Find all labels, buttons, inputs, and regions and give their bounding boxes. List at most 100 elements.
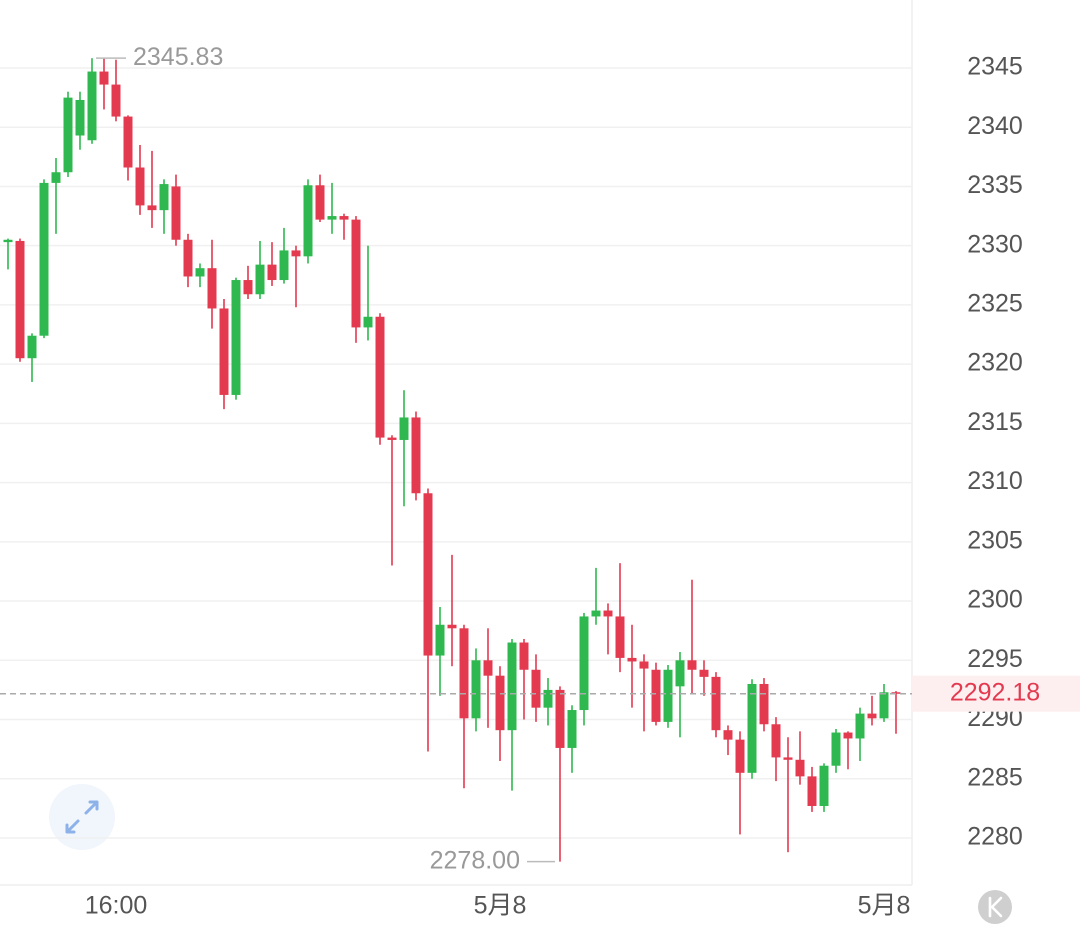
expand-button[interactable] xyxy=(49,784,115,850)
candle-body xyxy=(171,186,181,240)
candle-body xyxy=(651,669,661,722)
min-label: 2278.00 xyxy=(430,846,520,874)
candle-body xyxy=(159,184,169,211)
y-tick-label: 2285 xyxy=(967,763,1023,791)
candle-body xyxy=(735,739,745,773)
candle-body xyxy=(399,417,409,440)
candle-body xyxy=(879,692,889,719)
candle-body xyxy=(723,730,733,740)
candle-body xyxy=(219,308,229,395)
candle-body xyxy=(363,316,373,328)
y-tick-label: 2315 xyxy=(967,408,1023,436)
candle-body xyxy=(243,280,253,295)
candle-body xyxy=(483,660,493,676)
candle-body xyxy=(207,268,217,309)
candle-body xyxy=(783,757,793,760)
kline-button[interactable] xyxy=(978,890,1012,924)
y-tick-label: 2300 xyxy=(967,586,1023,614)
candle-body xyxy=(795,759,805,777)
candle-body xyxy=(603,610,613,617)
x-tick-label: 5月8 xyxy=(858,892,911,920)
candle-body xyxy=(495,675,505,731)
candle-body xyxy=(627,657,637,662)
candle-body xyxy=(255,264,265,295)
candle-body xyxy=(39,182,49,336)
candle-body xyxy=(123,116,133,168)
last-price-label: 2292.18 xyxy=(950,678,1040,706)
candle-body xyxy=(543,689,553,708)
candle-body xyxy=(303,185,313,257)
candle-body xyxy=(663,669,673,722)
candle-body xyxy=(291,250,301,257)
max-label: 2345.83 xyxy=(133,43,223,71)
x-tick-label: 5月8 xyxy=(474,892,527,920)
candle-body xyxy=(279,250,289,281)
candle-body xyxy=(531,669,541,708)
y-tick-label: 2330 xyxy=(967,230,1023,258)
candle-body xyxy=(327,216,337,220)
candle-body xyxy=(195,268,205,277)
candle-body xyxy=(231,280,241,395)
y-tick-label: 2325 xyxy=(967,290,1023,318)
candle-body xyxy=(423,493,433,656)
candle-body xyxy=(351,219,361,328)
candle-body xyxy=(75,99,85,136)
kline-button-bg[interactable] xyxy=(978,890,1012,924)
y-tick-label: 2345 xyxy=(967,53,1023,81)
candle-body xyxy=(855,713,865,739)
candle-body xyxy=(147,205,157,211)
candle-body xyxy=(567,710,577,748)
candle-body xyxy=(759,683,769,725)
x-tick-label: 16:00 xyxy=(85,892,148,920)
y-tick-label: 2305 xyxy=(967,526,1023,554)
candle-body xyxy=(111,84,121,117)
y-tick-label: 2320 xyxy=(967,349,1023,377)
kline-icon xyxy=(988,896,1003,918)
candle-body xyxy=(687,660,697,670)
candle-body xyxy=(387,437,397,440)
y-tick-label: 2295 xyxy=(967,645,1023,673)
candle-body xyxy=(711,676,721,731)
candle-body xyxy=(555,689,565,748)
candle-body xyxy=(675,660,685,687)
candle-body xyxy=(375,316,385,438)
candle-body xyxy=(807,776,817,806)
y-tick-label: 2310 xyxy=(967,467,1023,495)
candle-body xyxy=(15,240,25,359)
candle-body xyxy=(3,239,13,243)
candle-body xyxy=(639,661,649,669)
candle-body xyxy=(507,642,517,731)
candle-body xyxy=(471,660,481,719)
last-price-bg xyxy=(912,675,1080,712)
candle-body xyxy=(615,616,625,658)
candle-body xyxy=(843,732,853,739)
candle-body xyxy=(519,642,529,670)
candle-body xyxy=(51,172,61,183)
candle-body xyxy=(831,732,841,766)
candle-body xyxy=(183,239,193,277)
candle-body xyxy=(267,264,277,281)
candle-body xyxy=(339,216,349,220)
candle-body xyxy=(579,616,589,711)
candle-body xyxy=(591,610,601,617)
candle-body xyxy=(411,417,421,494)
candle-body xyxy=(99,71,109,85)
expand-button-bg[interactable] xyxy=(49,784,115,850)
candle-body xyxy=(63,97,73,173)
candle-body xyxy=(819,765,829,806)
candle-body xyxy=(771,724,781,758)
candle-body xyxy=(459,628,469,719)
expand-icon xyxy=(65,800,99,834)
candle-body xyxy=(747,683,757,773)
candle-body xyxy=(699,669,709,677)
y-tick-label: 2340 xyxy=(967,112,1023,140)
candle-body xyxy=(315,185,325,220)
y-tick-label: 2280 xyxy=(967,823,1023,851)
candle-body xyxy=(87,71,97,141)
candle-body xyxy=(447,624,457,629)
candle-body xyxy=(135,167,145,206)
y-tick-label: 2335 xyxy=(967,171,1023,199)
